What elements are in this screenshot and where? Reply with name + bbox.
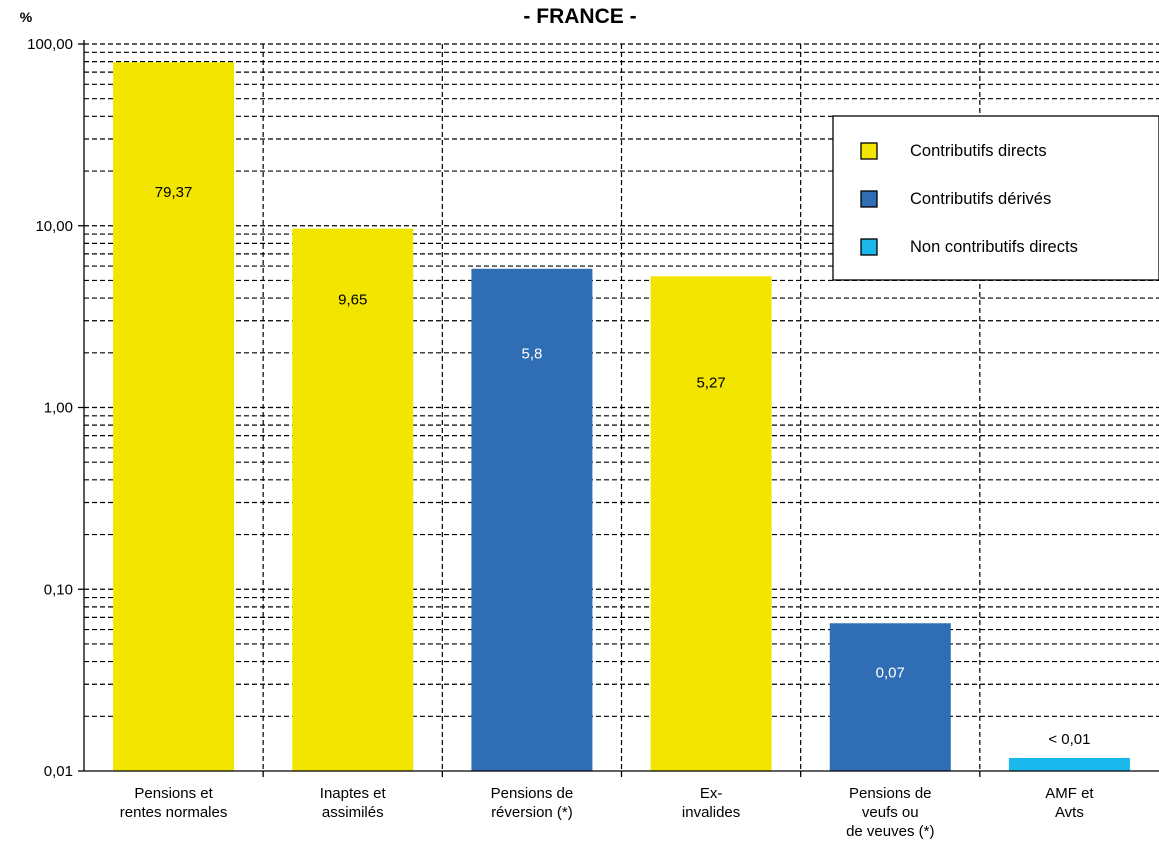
x-tick-label-line: rentes normales [120, 804, 228, 821]
x-tick-label-line: AMF et [1045, 785, 1094, 802]
x-tick-label-line: assimilés [322, 804, 384, 821]
x-tick-label-line: de veuves (*) [846, 823, 934, 840]
y-tick-label: 100,00 [27, 36, 73, 53]
chart-title: - FRANCE - [523, 5, 636, 28]
x-tick-label: Pensions de réversion (*) [491, 785, 574, 821]
bar [113, 62, 235, 772]
y-tick-label: 0,01 [44, 763, 73, 780]
bars: 79,37 9,65 5,8 5,27 0,07 < 0,01 [113, 62, 1130, 772]
legend-swatch [860, 238, 878, 256]
legend-swatch [860, 142, 878, 160]
legend-label: Contributifs dérivés [910, 190, 1051, 208]
bar [829, 623, 951, 771]
x-tick-label-line: réversion (*) [491, 804, 573, 821]
x-tick-label-line: invalides [682, 804, 740, 821]
x-tick-label: AMF et Avts [1045, 785, 1094, 821]
x-tick-label-line: veufs ou [862, 804, 919, 821]
data-label: 0,07 [876, 664, 905, 681]
data-label: 79,37 [155, 184, 193, 201]
data-label: < 0,01 [1048, 731, 1090, 748]
legend: Contributifs directs Contributifs dérivés… [832, 115, 1159, 281]
x-tick-label-line: Pensions et [134, 785, 213, 802]
bar [1008, 757, 1130, 771]
x-tick-label-line: Pensions de [849, 785, 932, 802]
x-tick-label-line: Inaptes et [320, 785, 387, 802]
bar [471, 268, 593, 771]
y-tick-label: 1,00 [44, 400, 73, 417]
axes: 100,00 10,00 1,00 0,10 0,01 Pensions et rentes… [27, 36, 1159, 840]
x-tick-label-line: Pensions de [491, 785, 574, 802]
grid-lines [84, 43, 1159, 771]
y-tick-label: 0,10 [44, 581, 73, 598]
x-tick-label: Inaptes et assimilés [320, 785, 387, 821]
data-label: 5,27 [696, 374, 725, 391]
x-tick-label: Ex-invalides [682, 785, 740, 821]
bar [650, 276, 772, 771]
x-tick-label: Pensions de veufs ou de veuves (*) [846, 785, 934, 840]
data-label: 9,65 [338, 292, 367, 309]
y-tick-label: 10,00 [35, 218, 73, 235]
legend-label: Contributifs directs [910, 142, 1047, 160]
data-label: 5,8 [521, 346, 542, 363]
x-tick-label: Pensions et rentes normales [120, 785, 228, 821]
bar [292, 228, 414, 772]
legend-box [832, 115, 1159, 281]
x-tick-label-line: Ex- [700, 785, 723, 802]
y-axis-unit-label: % [20, 9, 33, 25]
legend-label: Non contributifs directs [910, 238, 1078, 256]
legend-swatch [860, 190, 878, 208]
x-tick-label-line: Avts [1055, 804, 1084, 821]
